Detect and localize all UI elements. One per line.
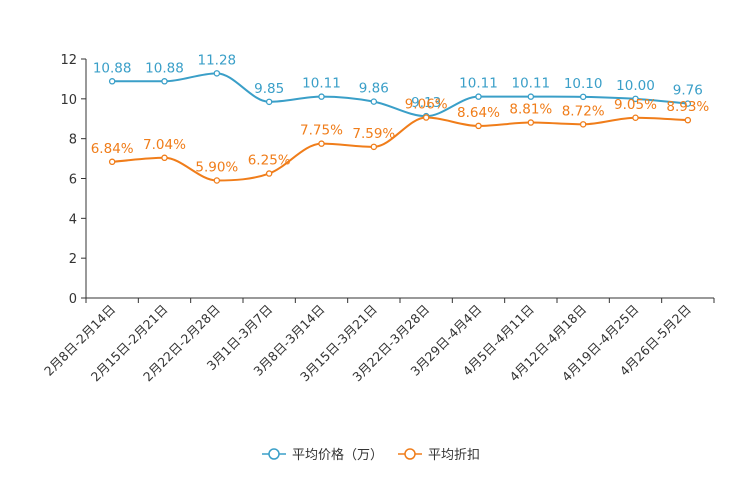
y-tick-label: 10 xyxy=(60,93,77,108)
data-label-1: 10.11 xyxy=(459,76,498,92)
data-point-2[interactable] xyxy=(161,154,168,162)
data-label-2: 8.93% xyxy=(666,99,709,115)
legend-label-2: 平均折扣 xyxy=(428,448,480,463)
series-line-1 xyxy=(112,72,688,118)
data-point-2[interactable] xyxy=(318,140,325,147)
data-label-2: 7.04% xyxy=(143,137,186,153)
data-label-2: 8.72% xyxy=(562,103,605,119)
data-point-1[interactable] xyxy=(632,95,639,103)
data-point-1[interactable] xyxy=(161,78,168,85)
data-label-1: 9.85 xyxy=(254,81,284,97)
data-label-1: 10.88 xyxy=(93,60,132,76)
data-label-1: 10.88 xyxy=(145,60,184,76)
data-label-1: 9.86 xyxy=(359,81,389,97)
data-label-1: 9.76 xyxy=(673,83,703,99)
data-point-2[interactable] xyxy=(475,122,482,130)
legend-marker-2[interactable] xyxy=(404,448,416,460)
data-point-2[interactable] xyxy=(684,116,692,124)
y-tick-label: 2 xyxy=(69,252,77,267)
data-point-1[interactable] xyxy=(475,93,482,100)
data-point-1[interactable] xyxy=(318,93,325,100)
data-label-1: 9.13 xyxy=(411,95,441,111)
y-tick-label: 0 xyxy=(69,292,77,307)
data-point-1[interactable] xyxy=(684,100,692,107)
data-point-2[interactable] xyxy=(108,158,116,166)
data-point-2[interactable] xyxy=(213,177,221,184)
data-point-1[interactable] xyxy=(213,70,221,77)
data-label-1: 10.00 xyxy=(616,78,655,94)
data-label-1: 10.11 xyxy=(512,76,551,92)
data-label-2: 8.81% xyxy=(509,102,552,118)
data-point-1[interactable] xyxy=(527,93,535,100)
data-point-2[interactable] xyxy=(527,119,535,126)
y-tick-label: 12 xyxy=(60,53,77,68)
data-point-1[interactable] xyxy=(108,78,116,85)
data-label-1: 10.11 xyxy=(302,76,341,92)
data-point-1[interactable] xyxy=(579,93,587,101)
data-label-2: 5.90% xyxy=(195,159,238,175)
data-point-2[interactable] xyxy=(265,170,273,177)
data-point-2[interactable] xyxy=(579,121,587,128)
data-point-2[interactable] xyxy=(632,114,639,122)
legend-label-1: 平均价格（万） xyxy=(292,447,383,463)
data-point-2[interactable] xyxy=(422,114,430,121)
data-label-2: 7.59% xyxy=(352,126,395,142)
y-tick-label: 8 xyxy=(69,133,77,148)
y-tick-label: 6 xyxy=(69,173,77,188)
data-point-1[interactable] xyxy=(265,98,273,106)
data-label-1: 11.28 xyxy=(198,52,237,68)
data-label-2: 9.05% xyxy=(614,97,657,113)
data-label-2: 9.06% xyxy=(405,97,448,113)
data-label-2: 6.84% xyxy=(91,141,134,157)
data-point-2[interactable] xyxy=(370,143,378,151)
y-tick-label: 4 xyxy=(69,212,77,227)
data-label-2: 8.64% xyxy=(457,105,500,121)
data-point-1[interactable] xyxy=(370,98,378,105)
legend-marker-1[interactable] xyxy=(268,448,280,460)
data-label-2: 7.75% xyxy=(300,123,343,139)
data-label-2: 6.25% xyxy=(248,153,291,169)
data-label-1: 10.10 xyxy=(564,76,603,92)
